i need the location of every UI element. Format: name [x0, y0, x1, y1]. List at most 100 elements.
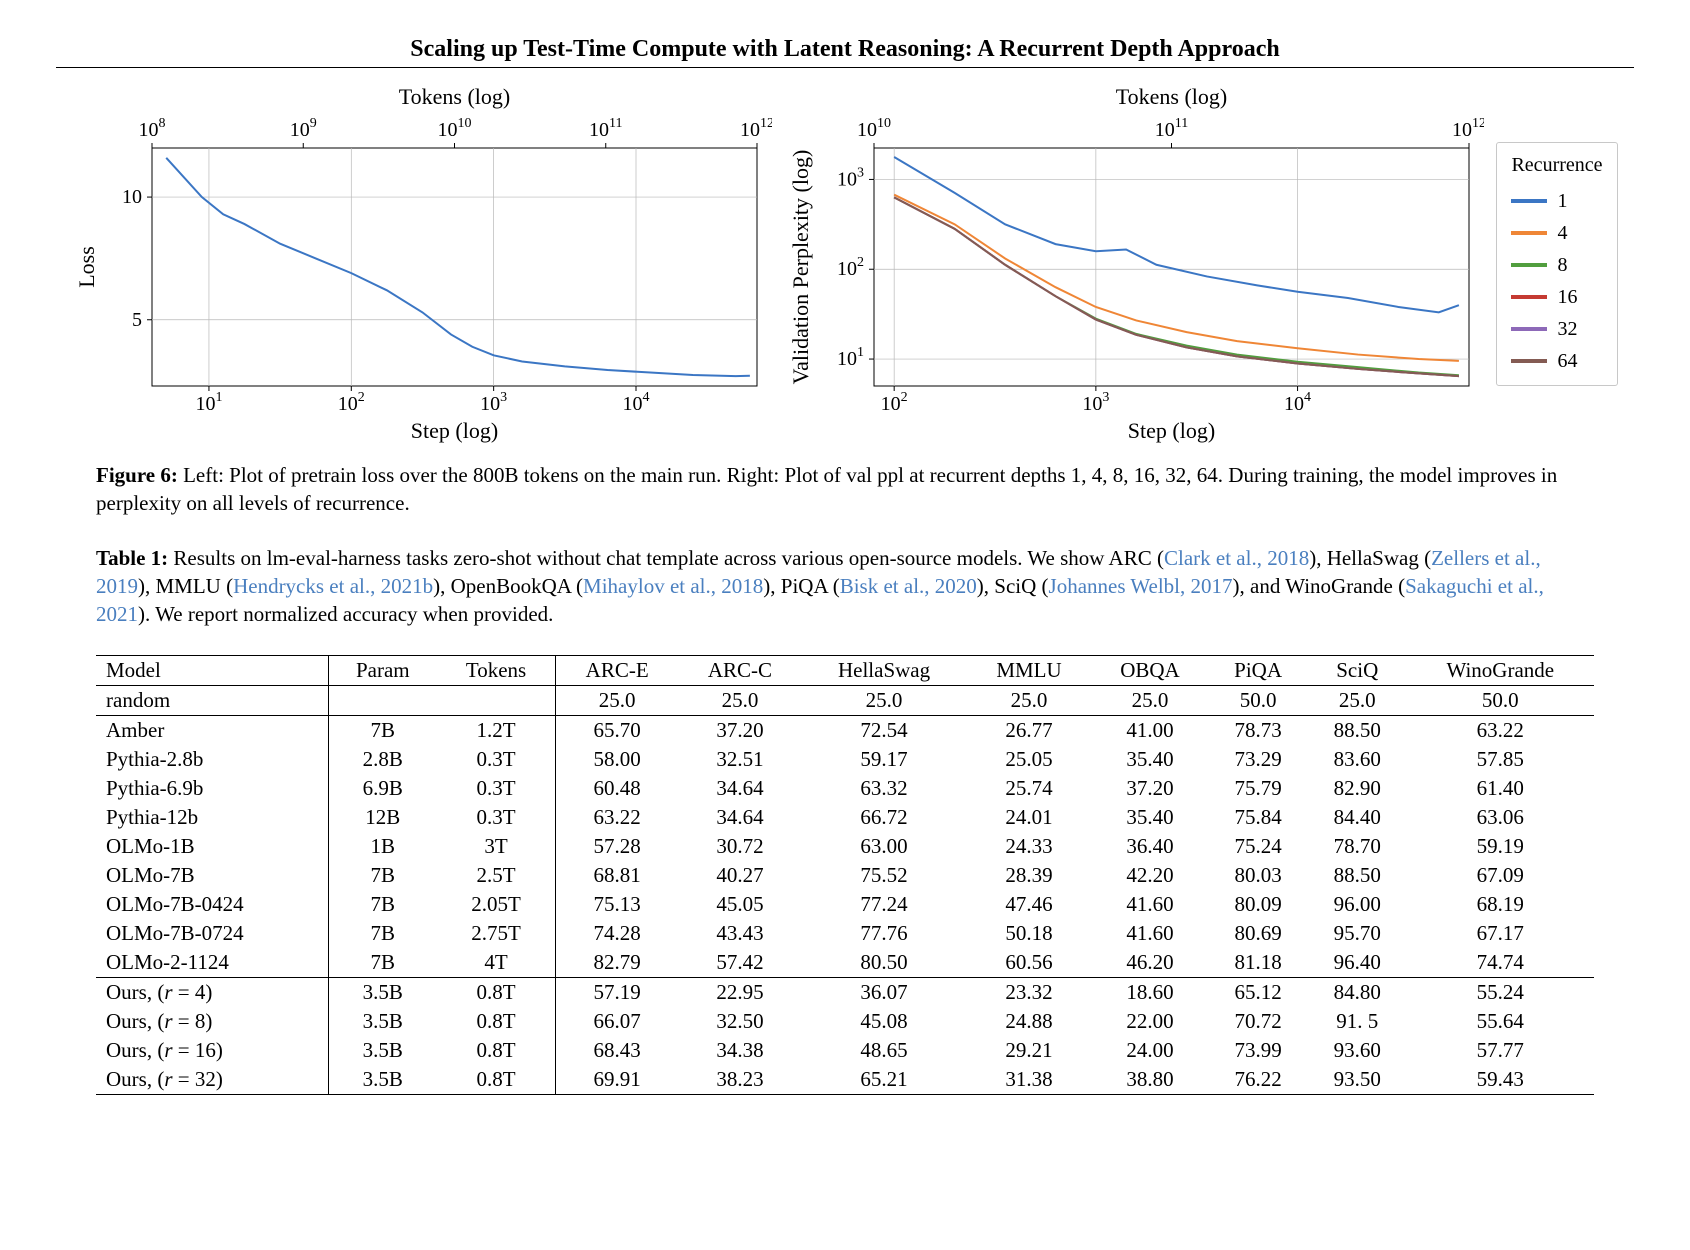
citation-link[interactable]: Mihaylov et al., 2018 — [583, 574, 763, 598]
cell: 72.54 — [802, 715, 967, 745]
cell: 57.77 — [1407, 1036, 1594, 1065]
cell: 4T — [437, 948, 556, 978]
cell: 75.84 — [1208, 803, 1308, 832]
legend-swatch — [1511, 231, 1547, 235]
svg-text:10: 10 — [122, 186, 142, 208]
cell: 41.60 — [1092, 919, 1209, 948]
cell: OLMo-2-1124 — [96, 948, 328, 978]
cell: 63.22 — [1407, 715, 1594, 745]
cell: 50.0 — [1407, 685, 1594, 715]
cell: 0.8T — [437, 1036, 556, 1065]
cell: 77.76 — [802, 919, 967, 948]
cell: OLMo-1B — [96, 832, 328, 861]
cell: 67.09 — [1407, 861, 1594, 890]
svg-text:1012: 1012 — [1452, 116, 1484, 141]
cell: 31.38 — [966, 1065, 1091, 1095]
svg-text:Step (log): Step (log) — [1128, 418, 1215, 443]
cell: 55.24 — [1407, 977, 1594, 1007]
cell: 63.00 — [802, 832, 967, 861]
citation-link[interactable]: Johannes Welbl, 2017 — [1049, 574, 1233, 598]
cell: 43.43 — [678, 919, 802, 948]
legend-item: 1 — [1511, 185, 1602, 217]
right-chart-panel: 102103104101102103101010111012Tokens (lo… — [784, 86, 1484, 451]
cell: 29.21 — [966, 1036, 1091, 1065]
cell: 57.85 — [1407, 745, 1594, 774]
cell: 59.17 — [802, 745, 967, 774]
cell: OLMo-7B-0724 — [96, 919, 328, 948]
legend-item: 32 — [1511, 313, 1602, 345]
legend-swatch — [1511, 359, 1547, 363]
cell: 12B — [328, 803, 437, 832]
col-header: Model — [96, 655, 328, 685]
svg-text:1010: 1010 — [438, 116, 472, 141]
cell: 76.22 — [1208, 1065, 1308, 1095]
figure6-label: Figure 6: — [96, 463, 178, 487]
col-header: Param — [328, 655, 437, 685]
citation-link[interactable]: Hendrycks et al., 2021b — [233, 574, 433, 598]
cell: 77.24 — [802, 890, 967, 919]
cell: 65.70 — [556, 715, 679, 745]
cell: 45.08 — [802, 1007, 967, 1036]
cell: 18.60 — [1092, 977, 1209, 1007]
figure6-text: Left: Plot of pretrain loss over the 800… — [96, 463, 1557, 515]
cell: 26.77 — [966, 715, 1091, 745]
cell: 0.8T — [437, 977, 556, 1007]
cell: 25.0 — [1092, 685, 1209, 715]
cell: 65.21 — [802, 1065, 967, 1095]
svg-text:Validation Perplexity (log): Validation Perplexity (log) — [788, 150, 813, 385]
cell: Ours, (r = 8) — [96, 1007, 328, 1036]
legend-label: 16 — [1557, 281, 1577, 313]
cell: 57.42 — [678, 948, 802, 978]
title-rule — [56, 67, 1634, 68]
citation-link[interactable]: Bisk et al., 2020 — [840, 574, 977, 598]
cell: 2.5T — [437, 861, 556, 890]
table1-caption: Table 1: Results on lm-eval-harness task… — [96, 544, 1594, 629]
cell: 82.90 — [1308, 774, 1407, 803]
cell: 75.13 — [556, 890, 679, 919]
cell: 40.27 — [678, 861, 802, 890]
legend-item: 4 — [1511, 217, 1602, 249]
cell: 25.0 — [556, 685, 679, 715]
cell — [328, 685, 437, 715]
svg-text:102: 102 — [881, 390, 908, 415]
cell: 25.0 — [1308, 685, 1407, 715]
cell: 7B — [328, 890, 437, 919]
svg-text:Tokens (log): Tokens (log) — [1116, 86, 1228, 109]
cell: 57.19 — [556, 977, 679, 1007]
cell: random — [96, 685, 328, 715]
legend-label: 64 — [1557, 345, 1577, 377]
cell: 24.33 — [966, 832, 1091, 861]
cell: OLMo-7B-0424 — [96, 890, 328, 919]
legend-swatch — [1511, 295, 1547, 299]
cell: Ours, (r = 4) — [96, 977, 328, 1007]
col-header: OBQA — [1092, 655, 1209, 685]
cell: 1B — [328, 832, 437, 861]
citation-link[interactable]: Clark et al., 2018 — [1164, 546, 1309, 570]
cell: 75.52 — [802, 861, 967, 890]
svg-text:109: 109 — [290, 116, 317, 141]
cell: 24.00 — [1092, 1036, 1209, 1065]
cell: 38.80 — [1092, 1065, 1209, 1095]
legend-title: Recurrence — [1511, 149, 1602, 181]
cell: 73.99 — [1208, 1036, 1308, 1065]
cell: Pythia-6.9b — [96, 774, 328, 803]
cell: 80.69 — [1208, 919, 1308, 948]
legend-label: 4 — [1557, 217, 1567, 249]
cell: 25.74 — [966, 774, 1091, 803]
svg-text:103: 103 — [837, 165, 864, 190]
cell: 30.72 — [678, 832, 802, 861]
cell: 1.2T — [437, 715, 556, 745]
cell: 7B — [328, 948, 437, 978]
col-header: WinoGrande — [1407, 655, 1594, 685]
svg-text:104: 104 — [623, 390, 650, 415]
svg-text:103: 103 — [481, 390, 508, 415]
cell: 3.5B — [328, 1036, 437, 1065]
cell: 61.40 — [1407, 774, 1594, 803]
cell: 25.0 — [966, 685, 1091, 715]
cell: 55.64 — [1407, 1007, 1594, 1036]
cell: OLMo-7B — [96, 861, 328, 890]
cell: 80.50 — [802, 948, 967, 978]
cell: 45.05 — [678, 890, 802, 919]
cell: 24.01 — [966, 803, 1091, 832]
col-header: MMLU — [966, 655, 1091, 685]
